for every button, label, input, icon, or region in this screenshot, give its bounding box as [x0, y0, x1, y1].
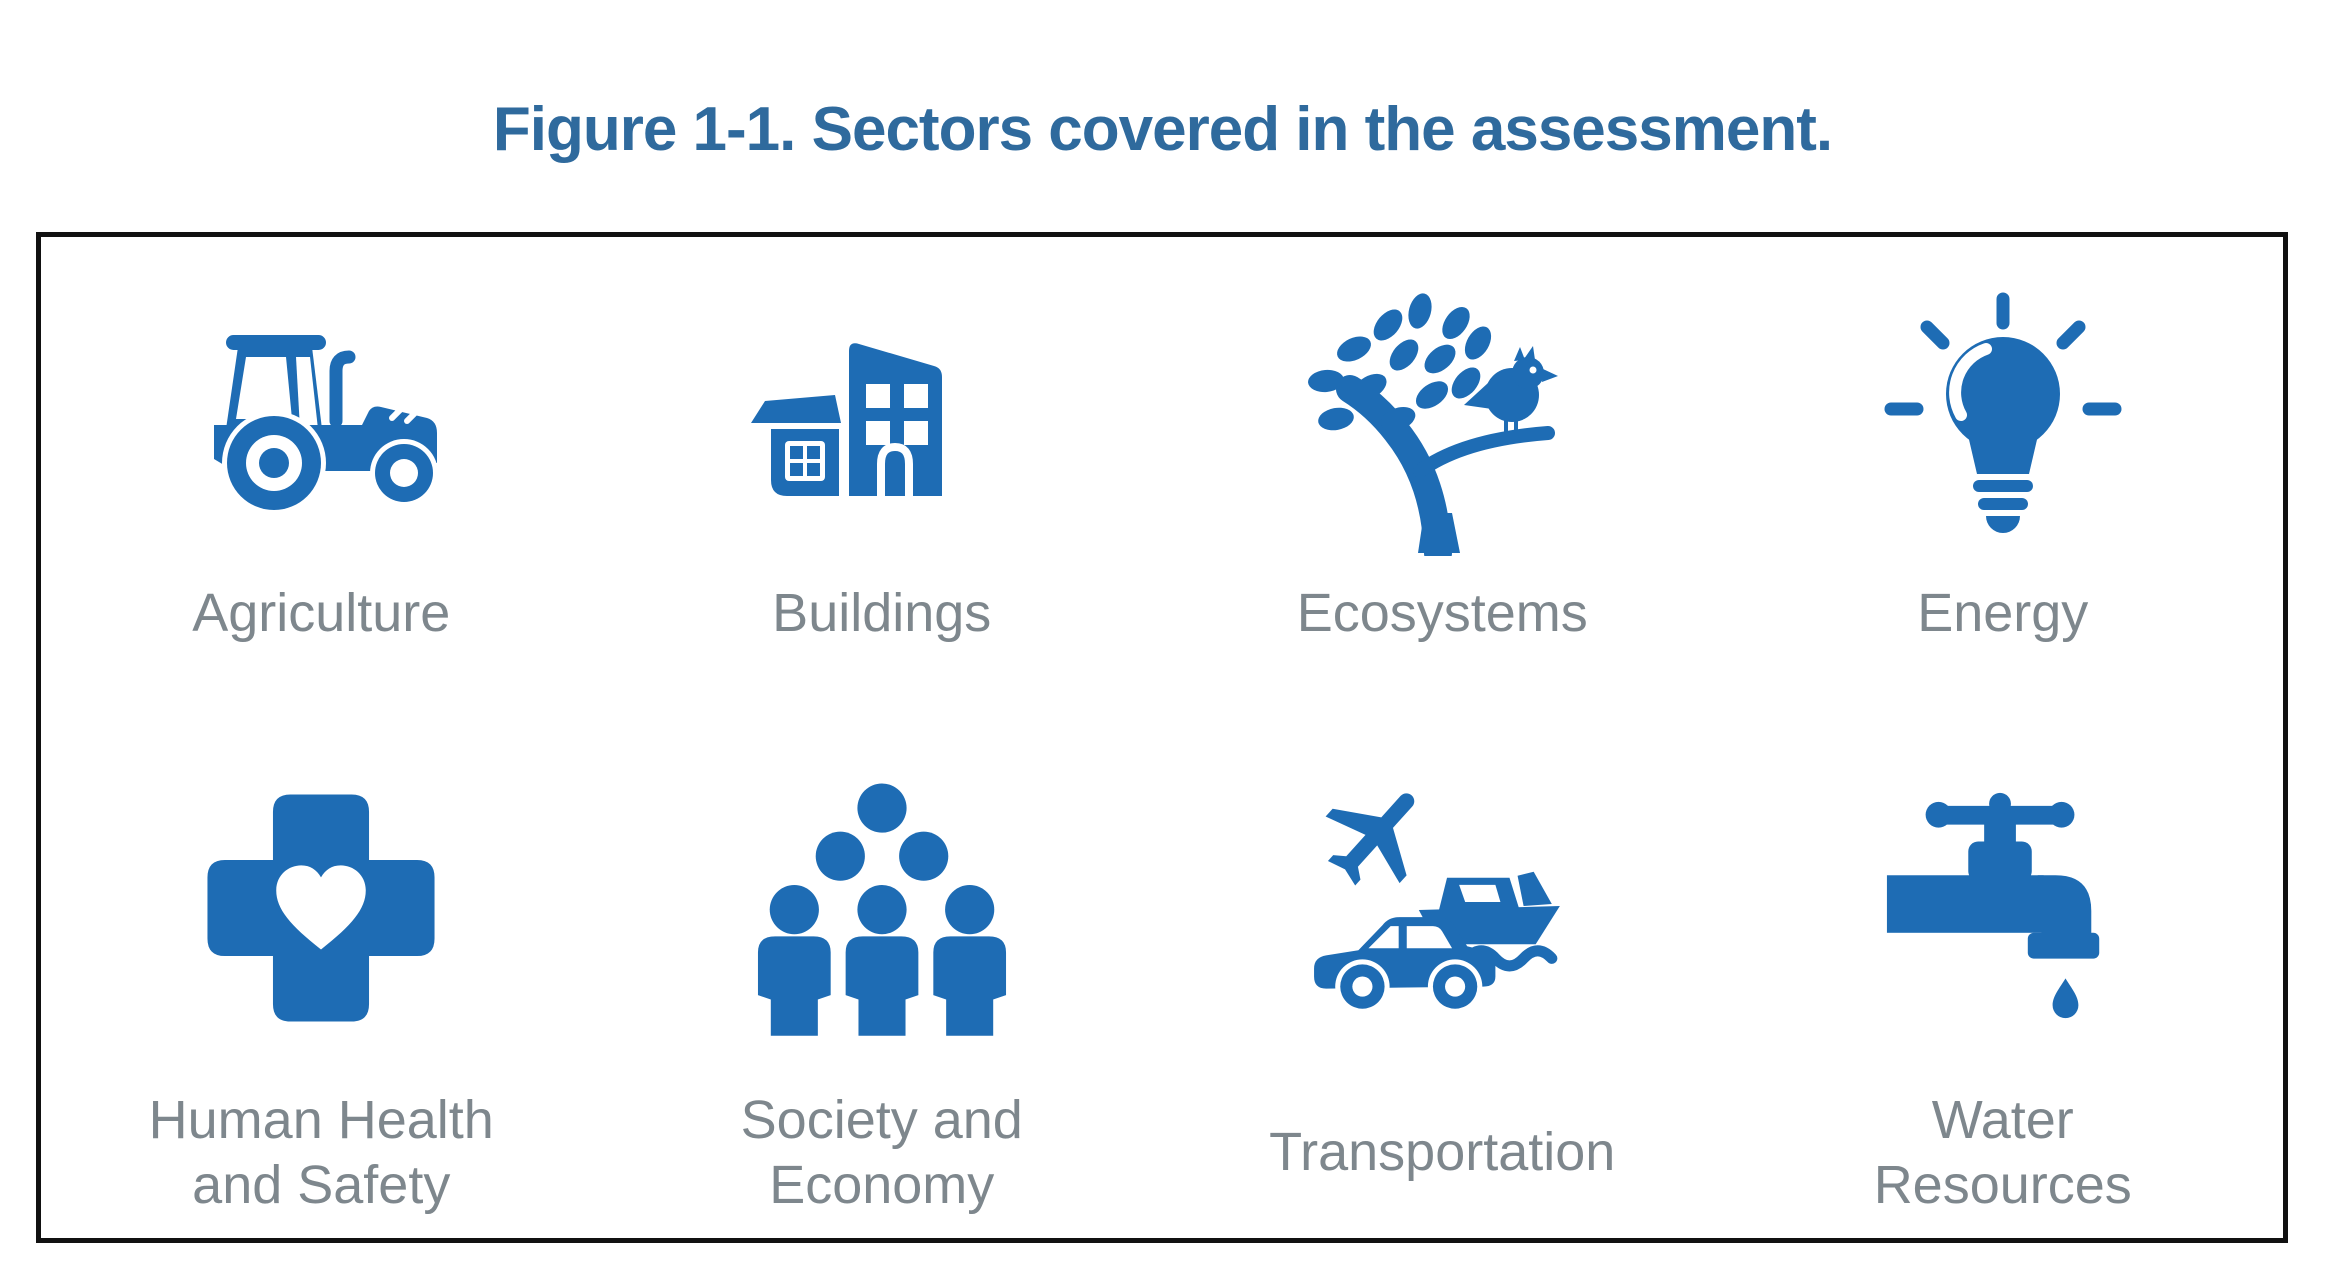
sector-label: Human Health and Safety: [148, 1089, 494, 1215]
sector-label: Agriculture: [192, 582, 451, 643]
sector-card-agriculture: Agriculture: [41, 237, 602, 738]
sector-label: Society and Economy: [740, 1089, 1023, 1215]
sectors-panel: Agriculture Buildings: [36, 232, 2288, 1243]
tractor-icon: [186, 289, 456, 557]
tree-bird-icon: [1300, 289, 1585, 557]
sector-label: Ecosystems: [1296, 582, 1588, 643]
people-group-icon: [743, 768, 1021, 1048]
sector-card-transportation: Transportation: [1162, 738, 1723, 1239]
sector-card-buildings: Buildings: [602, 237, 1163, 738]
sector-card-human-health: Human Health and Safety: [41, 738, 602, 1239]
medical-cross-heart-icon: [190, 768, 452, 1048]
lightbulb-icon: [1883, 289, 2123, 557]
sector-card-water-resources: Water Resources: [1723, 738, 2284, 1239]
faucet-drop-icon: [1879, 768, 2127, 1048]
sector-label: Transportation: [1269, 1122, 1616, 1182]
plane-boat-car-icon: [1306, 768, 1578, 1048]
sector-card-society-economy: Society and Economy: [602, 738, 1163, 1239]
sector-card-ecosystems: Ecosystems: [1162, 237, 1723, 738]
sector-card-energy: Energy: [1723, 237, 2284, 738]
sector-label: Buildings: [772, 582, 992, 643]
buildings-icon: [749, 289, 1014, 557]
sector-label: Water Resources: [1873, 1089, 2132, 1215]
figure-title: Figure 1-1. Sectors covered in the asses…: [492, 95, 1833, 164]
sector-label: Energy: [1917, 582, 2089, 643]
